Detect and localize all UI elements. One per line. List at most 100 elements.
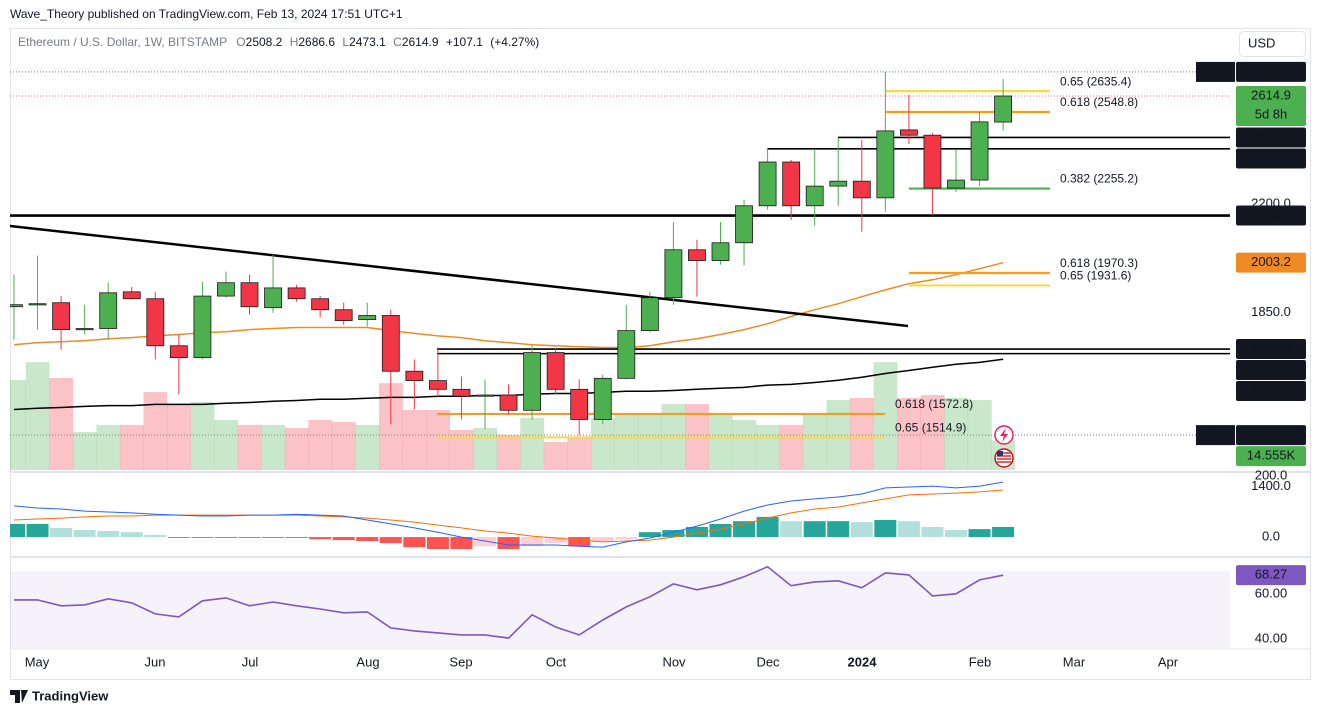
ohlc-value: 2473.1: [349, 35, 386, 49]
macd-histogram-bar: [97, 530, 120, 538]
volume-bar: [379, 383, 403, 470]
macd-histogram-bar: [544, 537, 567, 544]
volume-bar: [96, 424, 121, 470]
x-tick-label: Sep: [449, 654, 472, 669]
price-label: 14.555K: [1247, 448, 1296, 463]
volume-bar: [496, 434, 521, 470]
symbol-title: Ethereum / U.S. Dollar, 1W, BITSTAMP: [18, 35, 227, 49]
volume-bar: [897, 397, 921, 470]
rsi-label-box: [1236, 565, 1306, 586]
macd-histogram-bar: [332, 537, 355, 541]
price-label-box: [1236, 86, 1306, 127]
price-label: 2160.0: [1251, 207, 1291, 222]
price-tag: High: [1202, 63, 1229, 78]
candle-body: [758, 161, 777, 207]
volume-bar: [190, 402, 215, 470]
macd-histogram-bar: [50, 527, 73, 538]
volume-bar: [72, 432, 97, 470]
candle-body: [169, 345, 188, 359]
x-tick-label: Feb: [969, 654, 991, 669]
macd-histogram-bar: [356, 537, 379, 542]
candle-body: [381, 315, 400, 372]
volume-bar: [732, 420, 757, 470]
volume-bar: [261, 424, 286, 470]
price-label: 1744.8: [1251, 340, 1291, 355]
volume-bar: [308, 420, 333, 470]
candle-body: [358, 315, 377, 320]
volume-bar: [426, 410, 450, 470]
x-tick-label: May: [25, 654, 50, 669]
macd-histogram-bar: [638, 532, 661, 538]
macd-histogram-bar: [10, 523, 25, 538]
currency-button[interactable]: [1239, 31, 1306, 57]
candle-body: [452, 388, 471, 397]
price-label-box: [1236, 148, 1306, 169]
rsi-pane: [10, 565, 1230, 648]
fib-label: 0.65 (1931.6): [1060, 269, 1131, 283]
volume-bar: [143, 392, 168, 470]
candle-body: [476, 394, 494, 397]
y-tick-label: 40.00: [1255, 630, 1288, 645]
y-tick-label: 200.0: [1255, 467, 1288, 482]
volume-bar: [520, 417, 545, 470]
candle-body: [287, 287, 306, 300]
macd-histogram-bar: [709, 523, 732, 538]
candle-body: [217, 282, 235, 297]
lightning-icon: [1000, 428, 1008, 442]
candle-body: [428, 380, 447, 390]
currency-label[interactable]: USD: [1248, 35, 1275, 50]
ohlc-key: C: [393, 35, 402, 49]
candle-body: [193, 295, 212, 359]
macd-histogram-bar: [120, 532, 143, 538]
ohlc-key: H: [290, 35, 299, 49]
candle-body: [334, 309, 353, 321]
candle-body: [735, 205, 753, 244]
price-label: 1716.6: [1251, 382, 1291, 397]
fib-label: 0.65 (2635.4): [1060, 74, 1131, 88]
candle-body: [688, 249, 706, 261]
candle-body: [122, 291, 141, 300]
ohlc-value: 2508.2: [246, 35, 283, 49]
macd-histogram-bar: [780, 521, 803, 538]
candle-body: [593, 377, 612, 420]
volume-bar: [449, 430, 474, 470]
volume-bar: [473, 427, 498, 470]
x-tick-label: Aug: [356, 654, 379, 669]
macd-pane: [10, 481, 1015, 549]
price-label: 1520.5: [1251, 427, 1291, 442]
x-tick-label: Dec: [756, 654, 780, 669]
candle-body: [28, 303, 47, 306]
macd-histogram-bar: [450, 537, 473, 549]
price-label: 2717.5: [1251, 63, 1291, 78]
macd-histogram-bar: [262, 537, 285, 538]
volume-bar: [920, 394, 945, 470]
macd-histogram-bar: [238, 537, 261, 538]
candle-body: [923, 134, 942, 189]
macd-histogram-bar: [568, 537, 591, 547]
volume-bar: [10, 380, 27, 470]
fib-label: 0.382 (2255.2): [1060, 172, 1138, 186]
price-label: 2003.2: [1251, 254, 1291, 269]
flag-canton: [997, 451, 1003, 456]
publish-note: Wave_Theory published on TradingView.com…: [10, 7, 403, 21]
logo-mark: [10, 690, 28, 703]
price-series: 0.65 (2635.4) 0.618 (2548.8) 0.382 (2255.2…: [10, 71, 1138, 436]
y-tick-label: 1400.0: [1251, 478, 1291, 493]
rsi-band: [10, 571, 1230, 648]
candle-body: [75, 328, 94, 331]
macd-histogram-bar: [968, 529, 991, 538]
ohlc-value: 2686.6: [298, 35, 335, 49]
candle-body: [664, 249, 683, 299]
macd-histogram-bar: [803, 521, 826, 538]
candle-body: [405, 370, 424, 381]
price-label-box: [1236, 339, 1306, 360]
volume-bar: [708, 414, 733, 470]
volume-bar: [755, 424, 780, 470]
macd-histogram-bar: [214, 537, 237, 538]
fib-label: 0.65 (1514.9): [895, 421, 966, 435]
footer-logo: TradingView: [32, 688, 109, 703]
x-tick-label: Apr: [1158, 654, 1179, 669]
volume-bar: [237, 424, 262, 470]
